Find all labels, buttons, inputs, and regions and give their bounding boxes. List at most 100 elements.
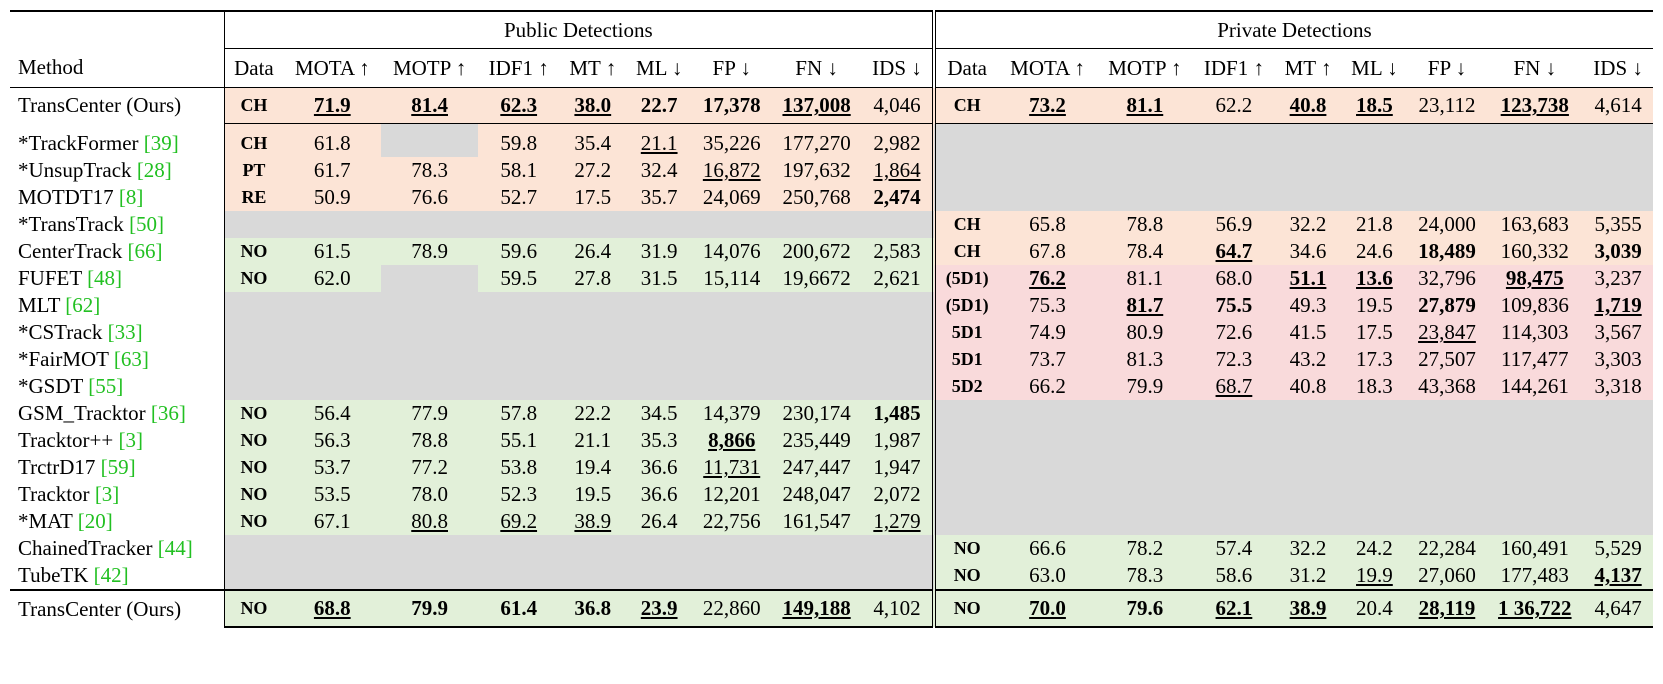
metric-value: 40.8 — [1274, 87, 1342, 124]
metric-value: 27,507 — [1407, 346, 1487, 373]
metric-value: 123,738 — [1486, 87, 1584, 124]
metric-value: 72.6 — [1193, 319, 1275, 346]
column-header: ML ↓ — [626, 48, 693, 88]
metric-text: 28,119 — [1418, 596, 1476, 620]
column-header: Method — [10, 48, 225, 88]
empty-cell — [559, 292, 627, 319]
metric-value: 163,683 — [1486, 211, 1584, 238]
metric-value: 78.8 — [1096, 211, 1194, 238]
empty-cell — [861, 346, 934, 373]
reference: [3] — [118, 428, 144, 452]
empty-cell — [224, 319, 284, 346]
data-source: NO — [224, 238, 284, 265]
table-row: *CSTrack [33] 5D1 74.9 80.9 72.6 41.5 17.5 23,8… — [10, 319, 1653, 346]
empty-cell — [998, 454, 1097, 481]
metric-value: 27,060 — [1407, 562, 1487, 590]
metric-value: 117,477 — [1486, 346, 1584, 373]
metric-value: 78.3 — [381, 157, 478, 184]
method-cell: *TrackFormer [39] — [10, 123, 225, 157]
metric-value: 28,119 — [1407, 589, 1487, 628]
method-cell: FUFET [48] — [10, 265, 225, 292]
column-header: IDF1 ↑ — [477, 48, 560, 88]
metric-text: 79.9 — [411, 596, 448, 620]
empty-cell — [1407, 123, 1487, 157]
metric-value: 248,047 — [771, 481, 862, 508]
empty-cell — [692, 211, 772, 238]
metric-value: 78.2 — [1096, 535, 1194, 562]
empty-cell — [692, 319, 772, 346]
metric-value: 8,866 — [692, 427, 772, 454]
reference: [42] — [93, 563, 129, 587]
data-source: NO — [931, 562, 999, 590]
metric-value: 3,318 — [1583, 373, 1653, 400]
empty-cell — [1274, 400, 1342, 427]
metric-value: 24,069 — [692, 184, 772, 211]
metric-value: 59.8 — [477, 123, 560, 157]
metric-value: 2,072 — [861, 481, 934, 508]
metric-value: 2,621 — [861, 265, 934, 292]
metric-value: 70.0 — [998, 589, 1097, 628]
empty-cell — [1341, 184, 1408, 211]
empty-cell — [771, 292, 862, 319]
column-header-row: Method Data MOTA ↑ MOTP ↑ IDF1 ↑ MT ↑ ML ↓ FP … — [10, 48, 1653, 88]
metric-text: 40.8 — [1289, 93, 1327, 117]
data-source: NO — [931, 589, 999, 628]
data-source: NO — [224, 508, 284, 535]
metric-value: 62.1 — [1193, 589, 1275, 628]
metric-value: 73.7 — [998, 346, 1097, 373]
empty-cell — [224, 562, 284, 590]
empty-cell — [1407, 427, 1487, 454]
metric-value: 21.1 — [559, 427, 627, 454]
table-row: MOTDT17 [8] RE 50.9 76.6 52.7 17.5 35.7 24,069 2… — [10, 184, 1653, 211]
metric-value: 22,756 — [692, 508, 772, 535]
metric-value: 51.1 — [1274, 265, 1342, 292]
empty-cell — [1096, 454, 1194, 481]
table-row: *GSDT [55] 5D2 66.2 79.9 68.7 40.8 18.3 43,368 1… — [10, 373, 1653, 400]
metric-value: 200,672 — [771, 238, 862, 265]
metric-value: 81.1 — [1096, 265, 1194, 292]
metric-value: 27.2 — [559, 157, 627, 184]
data-source: NO — [224, 481, 284, 508]
metric-value: 22.2 — [559, 400, 627, 427]
table-row: *MAT [20] NO 67.1 80.8 69.2 38.9 26.4 22,756 161… — [10, 508, 1653, 535]
column-header: IDF1 ↑ — [1193, 48, 1275, 88]
empty-cell — [1096, 508, 1194, 535]
group-header-row: Public Detections Private Detections — [10, 10, 1653, 49]
data-source: 5D1 — [931, 319, 999, 346]
empty-cell — [998, 184, 1097, 211]
metric-value: 160,332 — [1486, 238, 1584, 265]
metric-value: 12,201 — [692, 481, 772, 508]
column-header: MT ↑ — [559, 48, 627, 88]
table-row: TubeTK [42] NO 63.0 78.3 58.6 31.2 19.9 27,060 1… — [10, 562, 1653, 590]
page: Public Detections Private Detections Met… — [0, 10, 1663, 684]
metric-text: 68.8 — [313, 596, 351, 620]
metric-text: 1,719 — [1594, 293, 1642, 317]
metric-value: 24,000 — [1407, 211, 1487, 238]
method-name: MOTDT17 — [18, 185, 114, 209]
metric-value: 68.0 — [1193, 265, 1275, 292]
metric-text: 1,485 — [873, 401, 921, 425]
metric-text: 38.9 — [574, 509, 612, 533]
metric-value: 53.8 — [477, 454, 560, 481]
method-name: MLT — [18, 293, 61, 317]
metric-value: 2,583 — [861, 238, 934, 265]
method-cell: TubeTK [42] — [10, 562, 225, 590]
metric-value: 80.9 — [1096, 319, 1194, 346]
empty-cell — [224, 346, 284, 373]
data-source: (5D1) — [931, 292, 999, 319]
data-source: NO — [224, 454, 284, 481]
table-row: *FairMOT [63] 5D1 73.7 81.3 72.3 43.2 17.3 27,5… — [10, 346, 1653, 373]
metric-value: 197,632 — [771, 157, 862, 184]
metric-value: 62.0 — [283, 265, 382, 292]
table-row: Tracktor++ [3] NO 56.3 78.8 55.1 21.1 35.3 8,86… — [10, 427, 1653, 454]
metric-value: 58.6 — [1193, 562, 1275, 590]
empty-cell — [559, 346, 627, 373]
method-name: *FairMOT — [18, 347, 109, 371]
metric-value: 21.1 — [626, 123, 693, 157]
metric-text: 11,731 — [703, 455, 761, 479]
column-header: MOTP ↑ — [381, 48, 478, 88]
metric-value: 32.4 — [626, 157, 693, 184]
table-row: CenterTrack [66] NO 61.5 78.9 59.6 26.4 31.9 14… — [10, 238, 1653, 265]
column-header: MOTA ↑ — [283, 48, 382, 88]
metric-text: 23,847 — [1418, 320, 1476, 344]
